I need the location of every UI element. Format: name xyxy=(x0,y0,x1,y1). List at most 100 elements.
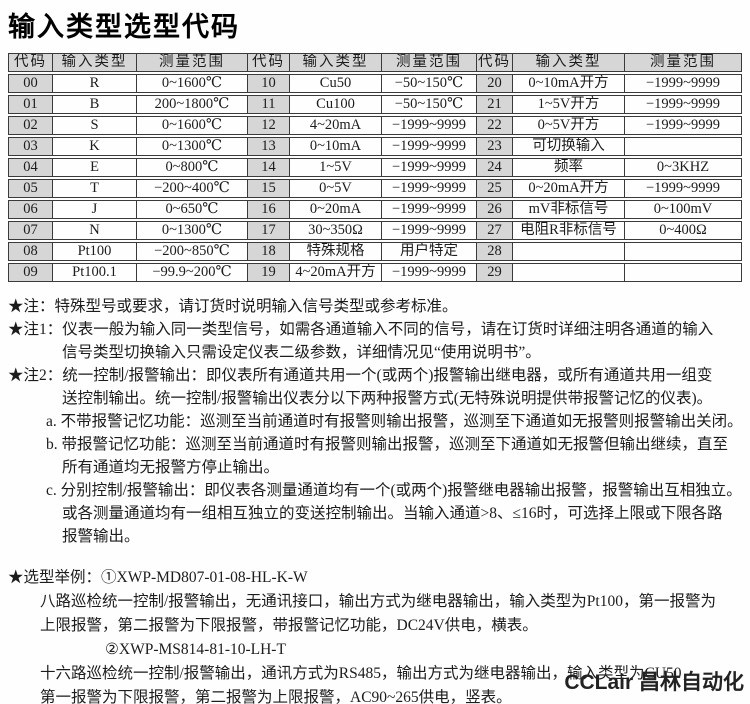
cell-input-type: Pt100 xyxy=(53,242,137,261)
cell-input-type: Pt100.1 xyxy=(53,263,137,282)
page-title: 输入类型选型代码 xyxy=(8,12,240,42)
text-line: 报警输出。 xyxy=(62,528,140,545)
text-line: b. 带报警记忆功能：巡测至当前通道时有报警则输出报警，巡测至下通道如无报警但输… xyxy=(46,436,729,453)
cell-input-type: J xyxy=(53,200,137,219)
col-header-code: 代码 xyxy=(477,53,513,72)
cell-range: 0~1300℃ xyxy=(137,221,248,240)
col-header-range: 测量范围 xyxy=(625,53,742,72)
cell-code: 03 xyxy=(8,137,53,156)
cell-code: 22 xyxy=(477,116,513,135)
text-line: 八路巡检统一控制/报警输出，无通讯接口，输出方式为继电器输出，输入类型为Pt10… xyxy=(40,593,716,610)
cell-code: 08 xyxy=(8,242,53,261)
cell-range: 0~100mV xyxy=(625,200,742,219)
cell-range: −1999~9999 xyxy=(625,116,742,135)
cell-range: −99.9~200℃ xyxy=(137,263,248,282)
cell-input-type: 30~350Ω xyxy=(290,221,382,240)
cell-code: 24 xyxy=(477,158,513,177)
table-header-row: 代码 输入类型 测量范围 代码 输入类型 测量范围 代码 输入类型 测量范围 xyxy=(8,53,742,72)
cell-code: 14 xyxy=(248,158,290,177)
cell-range: −50~150℃ xyxy=(382,74,477,93)
cell-range: −1999~9999 xyxy=(625,179,742,198)
cell-input-type: Cu50 xyxy=(290,74,382,93)
cell-range xyxy=(625,263,742,282)
col-header-range: 测量范围 xyxy=(382,53,477,72)
cell-code: 13 xyxy=(248,137,290,156)
cell-code: 05 xyxy=(8,179,53,198)
cell-range: 0~3KHZ xyxy=(625,158,742,177)
cell-input-type: 4~20mA开方 xyxy=(290,263,382,282)
cell-code: 27 xyxy=(477,221,513,240)
text-line: c. 分别控制/报警输出：即仪表各测量通道均有一个(或两个)报警继电器输出报警，… xyxy=(46,482,742,499)
cell-range: −200~400℃ xyxy=(137,179,248,198)
table-row: 08 Pt100 −200~850℃ 18 特殊规格 用户特定 28 xyxy=(8,242,742,261)
cell-range xyxy=(625,137,742,156)
table-row: 06 J 0~650℃ 16 0~20mA −1999~9999 26 mV非标信号 0~100… xyxy=(8,200,742,219)
cell-range: 0~1300℃ xyxy=(137,137,248,156)
cell-code: 28 xyxy=(477,242,513,261)
cell-range: −1999~9999 xyxy=(382,221,477,240)
col-header-input-type: 输入类型 xyxy=(513,53,625,72)
cell-code: 18 xyxy=(248,242,290,261)
table-body: 00 R 0~1600℃ 10 Cu50 −50~150℃ 20 0~10mA开方 −1999~… xyxy=(8,74,742,282)
brand-logo: CCLair 昌林自动化 xyxy=(564,671,744,694)
text-line: ★选型举例：①XWP-MD807-01-08-HL-K-W xyxy=(8,569,308,586)
input-type-code-table: 代码 输入类型 测量范围 代码 输入类型 测量范围 代码 输入类型 测量范围 0… xyxy=(8,51,742,284)
cell-range: 0~1600℃ xyxy=(137,74,248,93)
table-row: 00 R 0~1600℃ 10 Cu50 −50~150℃ 20 0~10mA开方 −1999~… xyxy=(8,74,742,93)
cell-range: 200~1800℃ xyxy=(137,95,248,114)
text-line: ②XWP-MS814-81-10-LH-T xyxy=(105,641,286,658)
cell-code: 23 xyxy=(477,137,513,156)
cell-code: 04 xyxy=(8,158,53,177)
cell-input-type: 频率 xyxy=(513,158,625,177)
col-header-input-type: 输入类型 xyxy=(290,53,382,72)
text-line: 所有通道均无报警方停止输出。 xyxy=(62,459,280,476)
table-row: 01 B 200~1800℃ 11 Cu100 −50~150℃ 21 1~5V开方 −1999… xyxy=(8,95,742,114)
text-line: 或各测量通道均有一组相互独立的变送控制输出。当输入通道>8、≤16时，可选择上限… xyxy=(62,505,723,522)
cell-input-type xyxy=(513,242,625,261)
cell-code: 20 xyxy=(477,74,513,93)
col-header-code: 代码 xyxy=(248,53,290,72)
cell-input-type: 0~20mA xyxy=(290,200,382,219)
col-header-input-type: 输入类型 xyxy=(53,53,137,72)
table-row: 03 K 0~1300℃ 13 0~10mA −1999~9999 23 可切换输入 xyxy=(8,137,742,156)
text-line: ★注2：统一控制/报警输出：即仪表所有通道共用一个(或两个)报警输出继电器，或所… xyxy=(8,367,713,384)
cell-input-type: mV非标信号 xyxy=(513,200,625,219)
cell-code: 26 xyxy=(477,200,513,219)
cell-code: 01 xyxy=(8,95,53,114)
text-line: a. 不带报警记忆功能：巡测至当前通道时有报警则输出报警，巡测至下通道如无报警则… xyxy=(46,413,743,430)
text-line: 十六路巡检统一控制/报警输出，通讯方式为RS485，输出方式为继电器输出，输入类… xyxy=(40,665,698,682)
cell-range: −200~850℃ xyxy=(137,242,248,261)
cell-code: 02 xyxy=(8,116,53,135)
cell-range: −1999~9999 xyxy=(382,200,477,219)
cell-input-type: 0~5V xyxy=(290,179,382,198)
cell-code: 21 xyxy=(477,95,513,114)
text-line: 送控制输出。统一控制/报警输出仪表分以下两种报警方式(无特殊说明提供带报警记忆的… xyxy=(62,390,713,407)
cell-range: 0~1600℃ xyxy=(137,116,248,135)
text-line: 上限报警，第二报警为下限报警，带报警记忆功能，DC24V供电，横表。 xyxy=(40,617,538,634)
cell-range: −50~150℃ xyxy=(382,95,477,114)
table-row: 07 N 0~1300℃ 17 30~350Ω −1999~9999 27 电阻R非标信号 0~… xyxy=(8,221,742,240)
selection-examples-section: ★选型举例：①XWP-MD807-01-08-HL-K-W 八路巡检统一控制/报警… xyxy=(8,566,750,704)
cell-range: −1999~9999 xyxy=(382,137,477,156)
col-header-code: 代码 xyxy=(8,53,53,72)
cell-range: 0~650℃ xyxy=(137,200,248,219)
cell-input-type: 1~5V开方 xyxy=(513,95,625,114)
cell-code: 17 xyxy=(248,221,290,240)
cell-code: 11 xyxy=(248,95,290,114)
cell-input-type xyxy=(513,263,625,282)
cell-range: −1999~9999 xyxy=(625,74,742,93)
cell-code: 10 xyxy=(248,74,290,93)
cell-code: 06 xyxy=(8,200,53,219)
cell-code: 00 xyxy=(8,74,53,93)
cell-range: −1999~9999 xyxy=(382,179,477,198)
col-header-range: 测量范围 xyxy=(137,53,248,72)
table-row: 02 S 0~1600℃ 12 4~20mA −1999~9999 22 0~5V开方 −199… xyxy=(8,116,742,135)
cell-input-type: 4~20mA xyxy=(290,116,382,135)
cell-input-type: 0~10mA开方 xyxy=(513,74,625,93)
cell-code: 29 xyxy=(477,263,513,282)
cell-input-type: N xyxy=(53,221,137,240)
cell-input-type: 特殊规格 xyxy=(290,242,382,261)
text-line: ★注：特殊型号或要求，请订货时说明输入信号类型或参考标准。 xyxy=(8,298,458,315)
cell-range: −1999~9999 xyxy=(382,158,477,177)
